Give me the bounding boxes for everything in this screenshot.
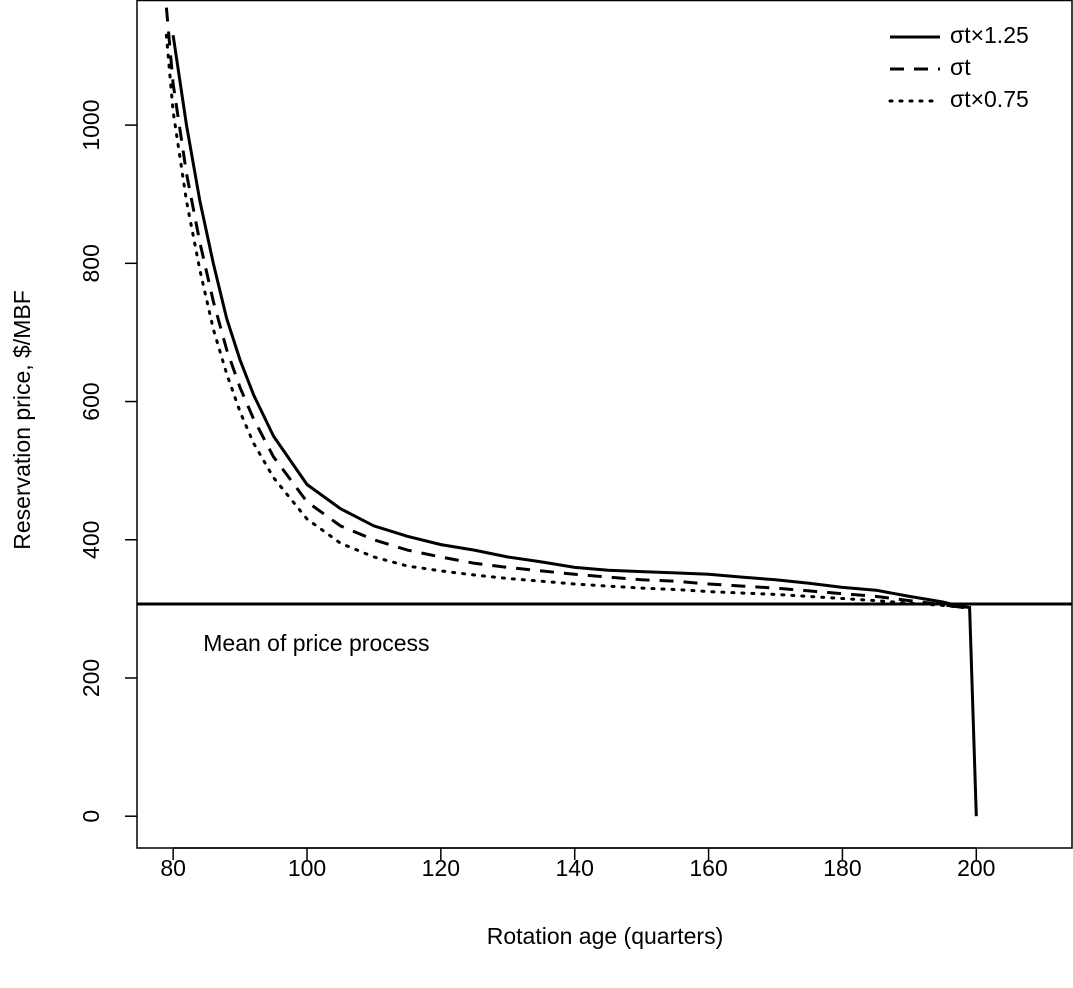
y-tick-label: 800 <box>78 244 104 282</box>
x-tick-label: 140 <box>556 855 594 881</box>
y-axis-label: Reservation price, $/MBF <box>9 290 35 549</box>
x-tick-label: 180 <box>823 855 861 881</box>
y-tick-label: 600 <box>78 382 104 420</box>
y-tick-label: 0 <box>78 810 104 823</box>
series-line <box>164 33 965 609</box>
y-tick-label: 1000 <box>78 100 104 151</box>
x-tick-label: 200 <box>957 855 995 881</box>
plot-frame <box>136 0 1073 849</box>
x-tick-label: 80 <box>160 855 186 881</box>
legend-label: σt <box>950 54 971 80</box>
series-line <box>171 34 978 817</box>
x-axis-label: Rotation age (quarters) <box>487 923 724 949</box>
legend-label: σt×1.25 <box>950 22 1029 48</box>
legend-label: σt×0.75 <box>950 86 1029 112</box>
annotation: Mean of price process <box>203 630 429 656</box>
x-tick-label: 100 <box>288 855 326 881</box>
x-tick-label: 120 <box>422 855 460 881</box>
y-tick-label: 200 <box>78 659 104 697</box>
y-tick-label: 400 <box>78 521 104 559</box>
x-tick-label: 160 <box>689 855 727 881</box>
series-line <box>164 7 964 609</box>
